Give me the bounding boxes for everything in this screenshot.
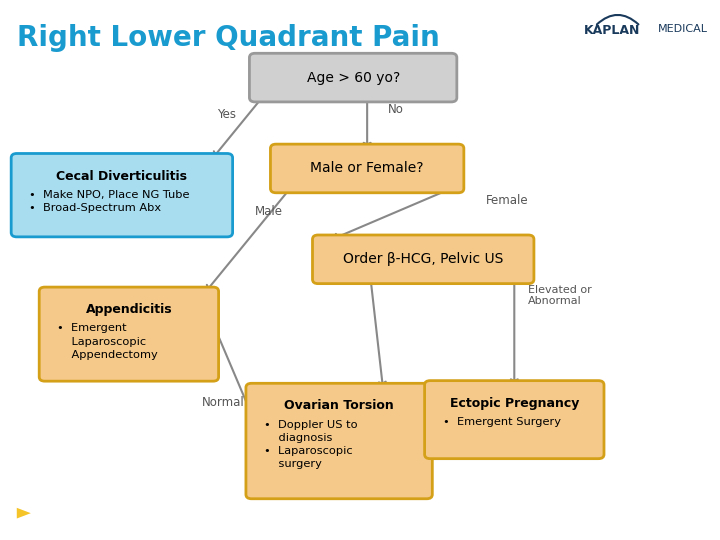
- FancyBboxPatch shape: [12, 153, 233, 237]
- Text: Normal: Normal: [202, 396, 245, 409]
- Text: •  Emergent
    Laparoscopic
    Appendectomy: • Emergent Laparoscopic Appendectomy: [58, 323, 158, 360]
- FancyBboxPatch shape: [312, 235, 534, 284]
- Polygon shape: [17, 508, 31, 518]
- Text: Ovarian Torsion: Ovarian Torsion: [284, 400, 394, 413]
- Text: Order β-HCG, Pelvic US: Order β-HCG, Pelvic US: [343, 252, 503, 266]
- Text: Ectopic Pregnancy: Ectopic Pregnancy: [449, 397, 579, 410]
- FancyBboxPatch shape: [271, 144, 464, 193]
- Text: MEDICAL: MEDICAL: [658, 24, 708, 34]
- Text: KAPLAN: KAPLAN: [584, 24, 641, 37]
- FancyBboxPatch shape: [246, 383, 432, 499]
- Text: Cecal Diverticulitis: Cecal Diverticulitis: [56, 170, 187, 183]
- Text: Appendicitis: Appendicitis: [86, 303, 172, 316]
- Text: Male: Male: [255, 205, 283, 218]
- Text: Male or Female?: Male or Female?: [310, 161, 424, 176]
- Text: •  Doppler US to
    diagnosis
•  Laparoscopic
    surgery: • Doppler US to diagnosis • Laparoscopic…: [264, 420, 358, 469]
- Text: Right Lower Quadrant Pain: Right Lower Quadrant Pain: [17, 24, 439, 52]
- Text: •  Emergent Surgery: • Emergent Surgery: [443, 417, 561, 427]
- Text: Age > 60 yo?: Age > 60 yo?: [307, 71, 400, 85]
- Text: No: No: [388, 103, 404, 116]
- FancyBboxPatch shape: [249, 53, 457, 102]
- Text: Yes: Yes: [217, 109, 236, 122]
- Text: •  Make NPO, Place NG Tube
•  Broad-Spectrum Abx: • Make NPO, Place NG Tube • Broad-Spectr…: [30, 190, 190, 213]
- FancyBboxPatch shape: [39, 287, 219, 381]
- FancyBboxPatch shape: [425, 381, 604, 458]
- Text: Female: Female: [486, 194, 529, 207]
- Text: Elevated or
Abnormal: Elevated or Abnormal: [528, 285, 592, 306]
